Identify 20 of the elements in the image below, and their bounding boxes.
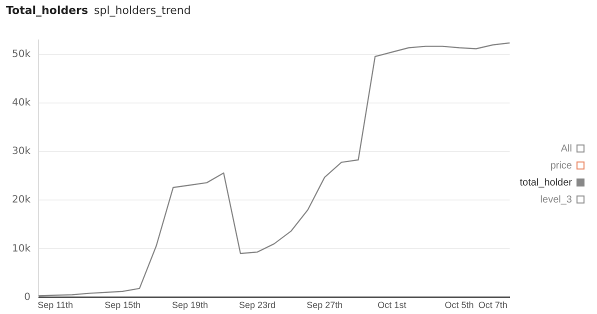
x-tick-label: Oct 5th xyxy=(444,300,474,310)
y-tick-label: 50k xyxy=(12,49,31,60)
legend-label: price xyxy=(550,160,572,172)
x-tick-label: Sep 11th xyxy=(38,300,74,310)
y-tick-label: 30k xyxy=(12,146,31,158)
x-tick-label: Sep 15th xyxy=(104,300,141,310)
legend-label: level_3 xyxy=(540,194,572,206)
x-tick-label: Sep 23rd xyxy=(239,300,276,310)
chart-subtitle: spl_holders_trend xyxy=(94,4,191,17)
chart-title: Total_holders xyxy=(6,4,88,17)
y-tick-label: 20k xyxy=(12,194,31,206)
x-tick-label: Oct 7th xyxy=(478,300,508,310)
y-tick-label: 0 xyxy=(24,292,31,303)
x-tick-label: Oct 1st xyxy=(378,300,407,310)
x-tick-label: Sep 19th xyxy=(172,300,208,310)
y-tick-label: 40k xyxy=(12,98,31,109)
y-tick-label: 10k xyxy=(12,243,31,254)
x-tick-label: Sep 27th xyxy=(306,300,343,310)
legend-label: All xyxy=(560,143,572,154)
legend-label: total_holder xyxy=(520,177,573,188)
